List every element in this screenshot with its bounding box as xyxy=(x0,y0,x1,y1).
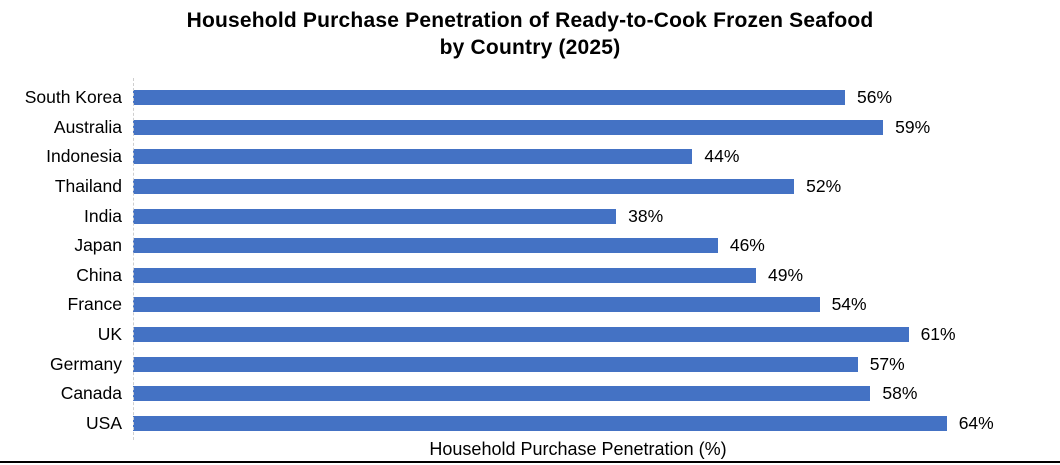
chart-row: USA 64% xyxy=(0,409,1060,439)
bar xyxy=(133,267,756,283)
category-label: USA xyxy=(86,412,122,433)
value-label: 52% xyxy=(806,176,842,197)
category-label: France xyxy=(67,294,122,315)
x-axis-label: Household Purchase Penetration (%) xyxy=(429,439,727,460)
bar-track: 58% xyxy=(133,383,1023,404)
bottom-rule xyxy=(0,461,1060,463)
bar-track: 46% xyxy=(133,235,1023,256)
value-label: 57% xyxy=(869,353,905,374)
chart-row: Japan 46% xyxy=(0,231,1060,261)
bar-track: 59% xyxy=(133,117,1023,138)
bar-track: 52% xyxy=(133,176,1023,197)
chart-title-line-2: by Country (2025) xyxy=(439,36,621,59)
bar xyxy=(133,149,693,165)
value-label: 38% xyxy=(628,205,664,226)
category-label: Indonesia xyxy=(46,146,122,167)
bar xyxy=(133,356,858,372)
bar-track: 56% xyxy=(133,87,1023,108)
chart-row: China 49% xyxy=(0,261,1060,291)
bar xyxy=(133,90,845,106)
value-label: 44% xyxy=(704,146,740,167)
value-label: 54% xyxy=(831,294,867,315)
category-label: China xyxy=(76,264,122,285)
bar-track: 57% xyxy=(133,354,1023,375)
category-label: Japan xyxy=(74,235,122,256)
value-label: 59% xyxy=(895,116,931,137)
bar-track: 44% xyxy=(133,146,1023,167)
value-label: 56% xyxy=(857,87,893,108)
chart-row: India 38% xyxy=(0,201,1060,231)
chart-title: Household Purchase Penetration of Ready-… xyxy=(0,0,1060,61)
category-label: Australia xyxy=(53,116,122,137)
y-axis-line xyxy=(133,78,134,441)
plot-area: South Korea 56% Australia 59% Indonesia 44% Th… xyxy=(0,78,1060,441)
category-label: Germany xyxy=(50,353,122,374)
chart-title-line-1: Household Purchase Penetration of Ready-… xyxy=(186,9,874,32)
bar xyxy=(133,386,871,402)
chart-row: UK 61% xyxy=(0,320,1060,350)
category-label: South Korea xyxy=(24,87,122,108)
bar-track: 38% xyxy=(133,206,1023,227)
bar-track: 54% xyxy=(133,294,1023,315)
bar xyxy=(133,179,795,195)
value-label: 46% xyxy=(729,235,765,256)
category-label: Thailand xyxy=(54,176,122,197)
bar-track: 61% xyxy=(133,324,1023,345)
bar xyxy=(133,238,718,254)
chart-row: Canada 58% xyxy=(0,379,1060,409)
chart-row: France 54% xyxy=(0,290,1060,320)
bar xyxy=(133,327,909,343)
chart-row: Indonesia 44% xyxy=(0,142,1060,172)
bar xyxy=(133,297,820,313)
chart-row: Australia 59% xyxy=(0,113,1060,143)
value-label: 58% xyxy=(882,383,918,404)
bar xyxy=(133,119,884,135)
category-label: India xyxy=(84,205,122,226)
value-label: 61% xyxy=(920,324,956,345)
bar xyxy=(133,415,947,431)
category-label: Canada xyxy=(60,383,122,404)
chart-row: Germany 57% xyxy=(0,349,1060,379)
value-label: 49% xyxy=(768,264,804,285)
bar-track: 49% xyxy=(133,265,1023,286)
chart-row: Thailand 52% xyxy=(0,172,1060,202)
bar-track: 64% xyxy=(133,413,1023,434)
bar xyxy=(133,208,617,224)
category-label: UK xyxy=(97,324,122,345)
chart-row: South Korea 56% xyxy=(0,83,1060,113)
value-label: 64% xyxy=(958,412,994,433)
